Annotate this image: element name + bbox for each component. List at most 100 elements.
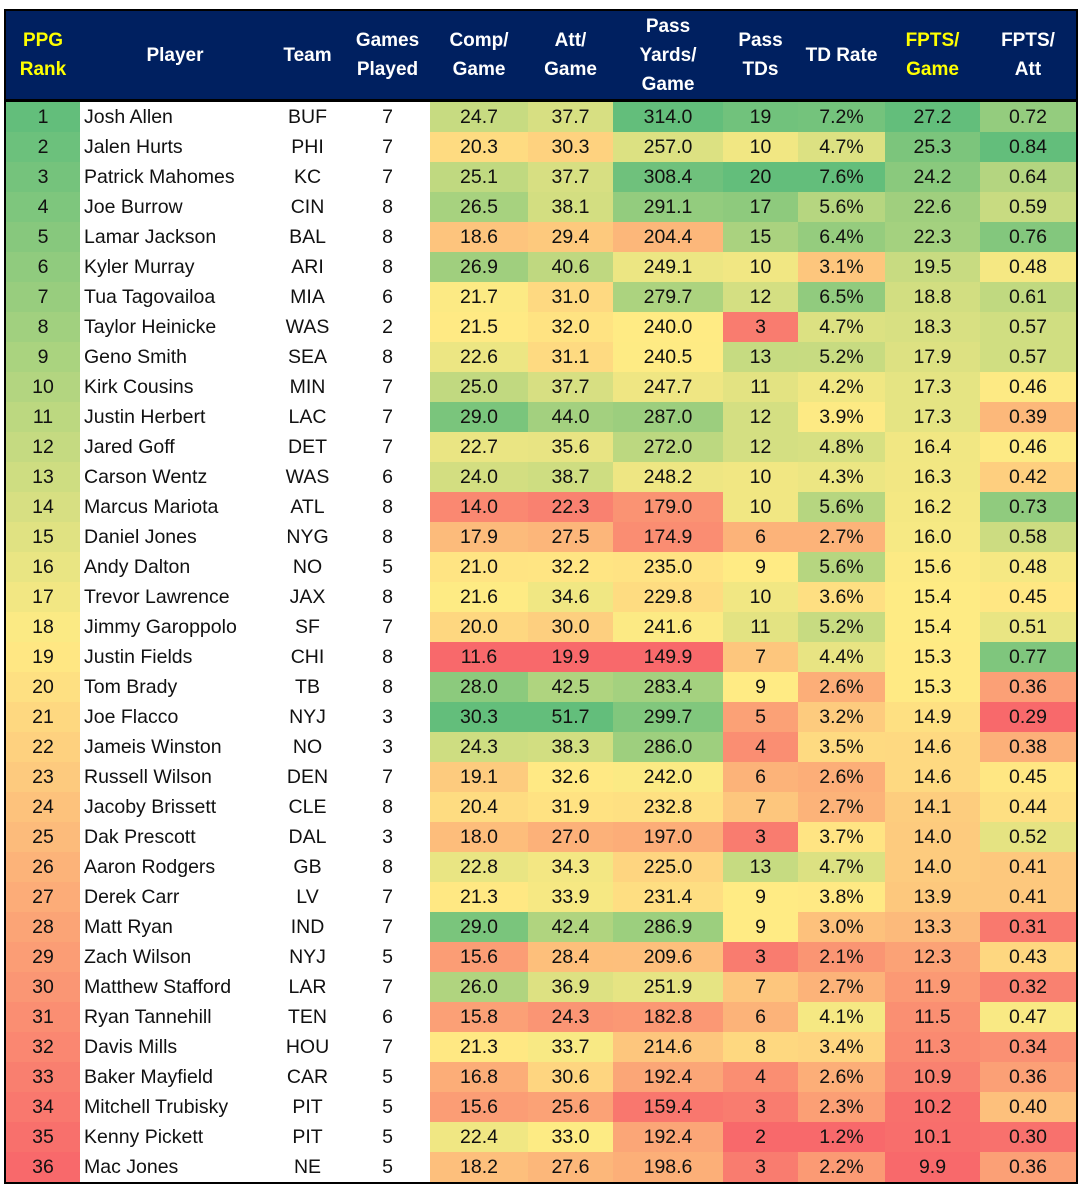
games-played-cell: 8 [382, 675, 393, 698]
comp-per-game-cell: 20.3 [430, 132, 528, 162]
ppg-rank-cell: 8 [5, 312, 80, 342]
att-per-game-cell: 42.5 [528, 672, 613, 702]
player-cell: Kenny Pickett [84, 1125, 204, 1148]
player-cell: Mitchell Trubisky [84, 1095, 229, 1118]
header-label-line: FPTS/ [1001, 30, 1055, 51]
td-rate-cell: 5.2% [798, 342, 885, 372]
fpts-per-att-cell: 0.52 [980, 822, 1077, 852]
pass-yards-per-game-cell: 214.6 [613, 1032, 723, 1062]
comp-per-game-cell: 21.0 [430, 552, 528, 582]
comp-per-game-cell: 20.0 [430, 612, 528, 642]
team-cell: ATL [290, 495, 325, 518]
pass-yards-per-game-cell: 272.0 [613, 432, 723, 462]
player-cell: Mac Jones [84, 1155, 179, 1178]
td-rate-cell: 2.2% [798, 1152, 885, 1183]
td-rate-cell: 3.4% [798, 1032, 885, 1062]
player-cell: Jared Goff [84, 435, 175, 458]
ppg-rank-cell: 19 [5, 642, 80, 672]
pass-yards-per-game-cell: 283.4 [613, 672, 723, 702]
header-label-line: FPTS/ [905, 30, 960, 51]
player-cell: Trevor Lawrence [84, 585, 230, 608]
team-cell: CHI [290, 645, 325, 668]
fpts-per-game-cell: 14.0 [885, 852, 980, 882]
team-cell: JAX [289, 585, 326, 608]
att-per-game-cell: 38.3 [528, 732, 613, 762]
team-cell: DEN [286, 765, 329, 788]
header-att-per-game[interactable]: Att/Game [528, 10, 613, 102]
games-played-cell: 3 [382, 825, 393, 848]
pass-tds-cell: 5 [723, 702, 798, 732]
comp-per-game-cell: 22.7 [430, 432, 528, 462]
games-played-cell: 8 [382, 495, 393, 518]
att-per-game-cell: 42.4 [528, 912, 613, 942]
team-cell: GB [293, 855, 322, 878]
table-row: 22 Jameis Winston NO 3 24.3 38.3 286.0 4 3.5% 14.… [5, 732, 1077, 762]
header-fpts-per-att[interactable]: FPTS/Att [980, 10, 1077, 102]
fpts-per-game-cell: 16.3 [885, 462, 980, 492]
fpts-per-game-cell: 25.3 [885, 132, 980, 162]
team-cell: PIT [292, 1095, 323, 1118]
games-played-cell: 5 [382, 555, 393, 578]
td-rate-cell: 2.7% [798, 792, 885, 822]
fpts-per-att-cell: 0.30 [980, 1122, 1077, 1152]
player-cell: Jimmy Garoppolo [84, 615, 237, 638]
header-label-line: Comp/ [449, 30, 509, 51]
team-cell: CLE [288, 795, 327, 818]
games-played-cell: 7 [382, 405, 393, 428]
pass-tds-cell: 12 [723, 432, 798, 462]
td-rate-cell: 5.2% [798, 612, 885, 642]
td-rate-cell: 2.6% [798, 762, 885, 792]
fpts-per-game-cell: 18.3 [885, 312, 980, 342]
pass-yards-per-game-cell: 314.0 [613, 100, 723, 132]
player-cell: Matt Ryan [84, 915, 173, 938]
pass-tds-cell: 3 [723, 1092, 798, 1122]
header-label-line: TDs [742, 59, 779, 80]
header-comp-per-game[interactable]: Comp/Game [430, 10, 528, 102]
table-row: 30 Matthew Stafford LAR 7 26.0 36.9 251.9 7 2.7%… [5, 972, 1077, 1002]
ppg-rank-cell: 32 [5, 1032, 80, 1062]
pass-tds-cell: 15 [723, 222, 798, 252]
comp-per-game-cell: 30.3 [430, 702, 528, 732]
games-played-cell: 3 [382, 735, 393, 758]
team-cell: NE [293, 1155, 322, 1178]
pass-tds-cell: 10 [723, 462, 798, 492]
pass-tds-cell: 17 [723, 192, 798, 222]
pass-tds-cell: 6 [723, 522, 798, 552]
header-ppg-rank[interactable]: PPG Rank [5, 10, 80, 102]
fpts-per-att-cell: 0.43 [980, 942, 1077, 972]
td-rate-cell: 3.5% [798, 732, 885, 762]
ppg-rank-cell: 12 [5, 432, 80, 462]
player-cell: Carson Wentz [84, 465, 208, 488]
header-pass-yards-per-game[interactable]: Pass Yards/Game [613, 10, 723, 102]
pass-yards-per-game-cell: 241.6 [613, 612, 723, 642]
header-fpts-per-game[interactable]: FPTS/Game [885, 10, 980, 102]
pass-yards-per-game-cell: 179.0 [613, 492, 723, 522]
fpts-per-att-cell: 0.58 [980, 522, 1077, 552]
td-rate-cell: 5.6% [798, 492, 885, 522]
pass-tds-cell: 11 [723, 372, 798, 402]
header-team[interactable]: Team [270, 10, 345, 102]
pass-yards-per-game-cell: 249.1 [613, 252, 723, 282]
games-played-cell: 8 [382, 195, 393, 218]
ppg-rank-cell: 2 [5, 132, 80, 162]
pass-tds-cell: 12 [723, 402, 798, 432]
fpts-per-game-cell: 15.4 [885, 582, 980, 612]
fpts-per-att-cell: 0.48 [980, 252, 1077, 282]
header-td-rate[interactable]: TD Rate [798, 10, 885, 102]
td-rate-cell: 3.7% [798, 822, 885, 852]
header-player[interactable]: Player [80, 10, 270, 102]
table-row: 23 Russell Wilson DEN 7 19.1 32.6 242.0 6 2.6% 14… [5, 762, 1077, 792]
player-cell: Taylor Heinicke [84, 315, 217, 338]
att-per-game-cell: 33.0 [528, 1122, 613, 1152]
ppg-rank-cell: 17 [5, 582, 80, 612]
att-per-game-cell: 33.7 [528, 1032, 613, 1062]
fpts-per-game-cell: 14.9 [885, 702, 980, 732]
player-cell: Kirk Cousins [84, 375, 194, 398]
header-games-played[interactable]: Games Played [345, 10, 430, 102]
pass-tds-cell: 10 [723, 252, 798, 282]
header-pass-tds[interactable]: Pass TDs [723, 10, 798, 102]
fpts-per-game-cell: 16.0 [885, 522, 980, 552]
header-label-line: Rank [19, 59, 67, 80]
att-per-game-cell: 36.9 [528, 972, 613, 1002]
player-cell: Andy Dalton [84, 555, 191, 578]
